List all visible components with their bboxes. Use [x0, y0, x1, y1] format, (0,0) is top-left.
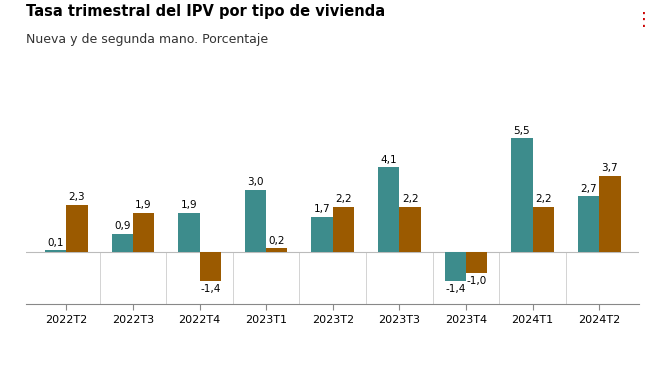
Bar: [378, 167, 399, 252]
Bar: [178, 213, 200, 252]
Text: ⋮: ⋮: [635, 11, 653, 29]
Bar: [333, 207, 354, 252]
Text: 3,7: 3,7: [602, 163, 618, 173]
Text: 1,9: 1,9: [181, 200, 197, 210]
Text: Tasa trimestral del IPV por tipo de vivienda: Tasa trimestral del IPV por tipo de vivi…: [26, 4, 386, 19]
Text: 3,0: 3,0: [247, 177, 264, 187]
Text: -1,4: -1,4: [445, 284, 465, 294]
Text: 2,3: 2,3: [69, 192, 85, 202]
Bar: [133, 213, 154, 252]
Bar: [599, 175, 621, 252]
Bar: [245, 190, 266, 252]
Text: 0,9: 0,9: [114, 221, 130, 231]
Text: -1,0: -1,0: [467, 276, 487, 286]
Bar: [312, 217, 333, 252]
Text: 1,7: 1,7: [314, 204, 330, 214]
Text: -1,4: -1,4: [200, 284, 220, 294]
Text: 1,9: 1,9: [135, 200, 152, 210]
Bar: [266, 248, 287, 252]
Text: Nueva y de segunda mano. Porcentaje: Nueva y de segunda mano. Porcentaje: [26, 33, 268, 46]
Bar: [532, 207, 554, 252]
Bar: [466, 252, 488, 273]
Text: 2,7: 2,7: [581, 184, 597, 194]
Text: 5,5: 5,5: [513, 125, 530, 135]
Bar: [399, 207, 420, 252]
Bar: [111, 234, 133, 252]
Bar: [578, 196, 599, 252]
Bar: [67, 205, 88, 252]
Text: 2,2: 2,2: [402, 194, 418, 204]
Text: 4,1: 4,1: [380, 155, 397, 165]
Text: 0,1: 0,1: [47, 237, 64, 247]
Text: 2,2: 2,2: [535, 194, 552, 204]
Text: 0,2: 0,2: [269, 236, 285, 246]
Bar: [445, 252, 466, 281]
Bar: [45, 250, 67, 252]
Bar: [511, 138, 532, 252]
Text: 2,2: 2,2: [335, 194, 352, 204]
Bar: [200, 252, 221, 281]
